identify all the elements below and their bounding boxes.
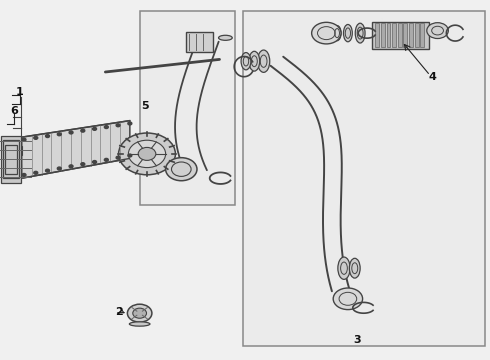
Bar [381,23,385,47]
Bar [375,23,379,47]
Circle shape [46,135,49,138]
Ellipse shape [219,35,232,40]
Text: 1: 1 [16,87,24,97]
Circle shape [128,154,132,157]
Bar [140,11,235,205]
Ellipse shape [349,258,360,278]
Circle shape [427,23,448,39]
Text: 5: 5 [141,101,148,111]
Ellipse shape [338,257,350,279]
Ellipse shape [249,51,260,71]
Circle shape [127,304,152,322]
Circle shape [34,171,38,174]
Ellipse shape [258,50,270,72]
Ellipse shape [333,26,341,41]
Circle shape [46,169,49,172]
Circle shape [93,127,97,130]
Circle shape [93,161,97,163]
Circle shape [104,126,108,129]
Bar [415,23,418,47]
Bar [4,145,17,174]
Circle shape [10,140,14,143]
Circle shape [119,133,175,175]
Circle shape [10,176,14,179]
Circle shape [34,136,38,139]
Bar [5,155,19,163]
Bar [387,23,391,47]
Bar [5,146,22,155]
Ellipse shape [129,322,150,326]
Circle shape [81,163,85,166]
Circle shape [312,22,341,44]
Circle shape [57,167,61,170]
Circle shape [133,308,147,318]
Circle shape [22,174,26,176]
Circle shape [333,288,363,310]
Ellipse shape [343,24,352,42]
Bar [1,136,21,183]
Text: 3: 3 [353,335,361,345]
Text: 6: 6 [10,106,18,116]
Bar [403,23,407,47]
Bar [186,32,213,52]
Circle shape [22,138,26,141]
Circle shape [128,140,166,168]
Circle shape [69,131,73,134]
Ellipse shape [355,23,365,43]
Circle shape [81,129,85,132]
Polygon shape [12,121,130,180]
Circle shape [104,158,108,161]
Bar [409,23,413,47]
Circle shape [138,148,156,161]
Circle shape [57,133,61,136]
Circle shape [69,165,73,168]
Ellipse shape [241,53,251,70]
Circle shape [116,156,120,159]
Bar [420,23,424,47]
Circle shape [116,124,120,127]
Circle shape [128,122,132,125]
Bar [3,140,19,178]
Bar [398,23,402,47]
Bar [5,173,17,180]
Circle shape [166,158,197,181]
Text: 4: 4 [429,72,437,82]
Bar [5,164,21,175]
Bar [243,11,485,346]
Text: 2: 2 [115,307,122,318]
Bar [392,23,396,47]
Bar [372,22,429,49]
